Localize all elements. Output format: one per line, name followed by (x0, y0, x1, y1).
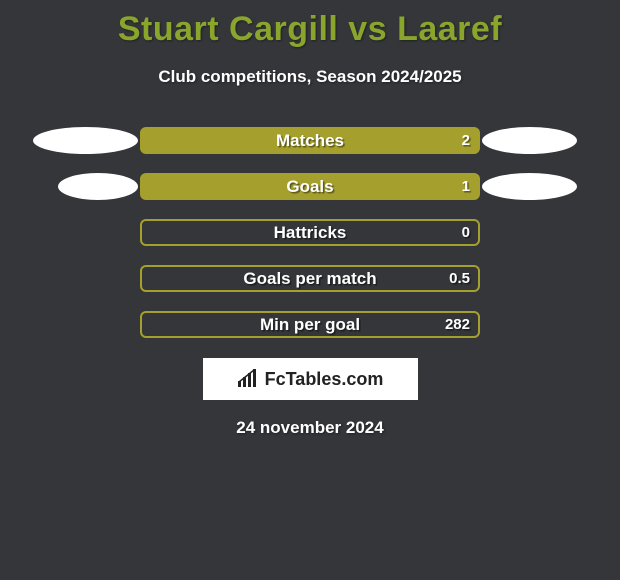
branding-text: FcTables.com (265, 369, 384, 390)
stat-row: Matches2 (0, 127, 620, 154)
branding-box: FcTables.com (203, 358, 418, 400)
right-ellipse-wrap (482, 173, 620, 200)
center-bar (140, 127, 480, 154)
bar-chart-icon (237, 369, 259, 389)
left-ellipse-wrap (0, 219, 138, 246)
right-ellipse-wrap (482, 127, 620, 154)
stat-row: Goals1 (0, 173, 620, 200)
left-ellipse (33, 127, 138, 154)
left-ellipse-wrap (0, 173, 138, 200)
right-ellipse-wrap (482, 265, 620, 292)
page-subtitle: Club competitions, Season 2024/2025 (0, 67, 620, 87)
right-ellipse (482, 173, 577, 200)
stat-row: Goals per match0.5 (0, 265, 620, 292)
right-ellipse-wrap (482, 311, 620, 338)
center-bar (140, 219, 480, 246)
page-title: Stuart Cargill vs Laaref (0, 0, 620, 49)
stat-row: Hattricks0 (0, 219, 620, 246)
right-ellipse (482, 127, 577, 154)
right-ellipse-wrap (482, 219, 620, 246)
center-bar (140, 265, 480, 292)
center-bar (140, 311, 480, 338)
left-ellipse-wrap (0, 265, 138, 292)
center-bar (140, 173, 480, 200)
date-text: 24 november 2024 (0, 418, 620, 438)
left-ellipse-wrap (0, 311, 138, 338)
left-ellipse-wrap (0, 127, 138, 154)
comparison-rows: Matches2 Goals1 Hattricks0 Goals per match0… (0, 127, 620, 338)
left-ellipse (58, 173, 138, 200)
stat-row: Min per goal282 (0, 311, 620, 338)
